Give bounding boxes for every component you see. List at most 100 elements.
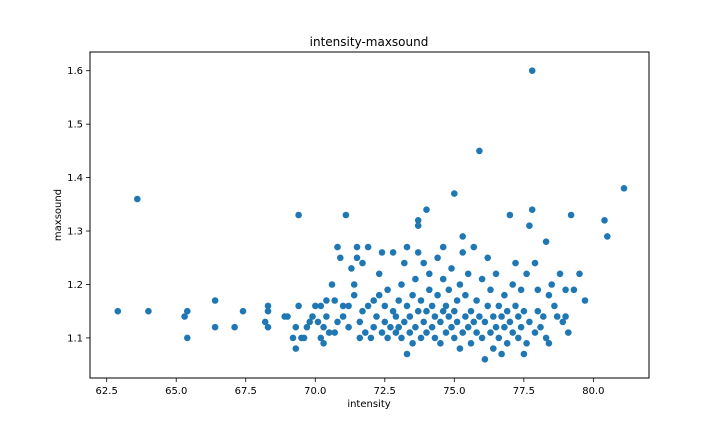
plot-frame <box>89 51 650 379</box>
data-point <box>515 313 522 320</box>
data-point <box>562 286 569 294</box>
data-point <box>490 313 497 320</box>
data-point <box>417 297 425 304</box>
data-point <box>331 297 339 304</box>
data-point <box>434 254 441 262</box>
data-point <box>387 323 394 331</box>
data-point <box>484 302 492 310</box>
data-point <box>528 67 536 74</box>
data-point <box>412 275 419 283</box>
data-point <box>523 340 530 347</box>
data-point <box>548 281 555 288</box>
data-point <box>428 302 436 310</box>
data-point <box>350 291 358 299</box>
data-point <box>487 329 494 336</box>
data-point <box>231 323 238 331</box>
data-point <box>264 307 272 315</box>
data-point <box>303 323 311 331</box>
data-point <box>312 302 319 310</box>
data-point <box>356 334 364 342</box>
data-point <box>323 313 330 320</box>
data-point <box>562 313 569 320</box>
data-point <box>540 313 547 320</box>
data-point <box>353 243 361 251</box>
data-point <box>317 334 325 342</box>
data-point <box>442 302 450 310</box>
data-point <box>545 340 553 347</box>
data-point <box>559 318 567 326</box>
x-axis-ticks: 62.5 65.0 67.5 70.0 72.5 75.0 77.5 80.0 <box>96 378 605 397</box>
x-tick-label: 62.5 <box>96 386 118 397</box>
data-point <box>395 323 403 331</box>
data-point <box>520 307 528 315</box>
data-point <box>512 302 519 310</box>
data-point <box>414 249 422 256</box>
data-point <box>495 334 503 342</box>
data-point <box>328 281 336 288</box>
data-point <box>306 318 314 326</box>
data-point <box>414 222 422 229</box>
y-tick-label: 1.1 <box>67 333 83 344</box>
data-point <box>487 286 494 294</box>
data-point <box>295 302 302 310</box>
data-point <box>451 190 458 197</box>
data-point <box>423 206 430 213</box>
data-point <box>451 334 458 342</box>
y-tick-label: 1.2 <box>67 280 83 291</box>
data-point <box>384 334 391 342</box>
data-point <box>406 313 414 320</box>
data-point <box>409 340 416 347</box>
data-point <box>392 313 400 320</box>
data-point <box>331 329 339 336</box>
chart-title: intensity-maxsound <box>310 35 429 49</box>
data-point <box>184 334 191 342</box>
x-tick-label: 80.0 <box>582 386 604 397</box>
data-point <box>314 318 322 326</box>
data-point <box>498 350 505 358</box>
data-point <box>292 323 300 331</box>
data-point <box>553 313 561 320</box>
data-point <box>370 323 378 331</box>
data-point <box>495 302 503 310</box>
y-tick-label: 1.3 <box>67 227 83 238</box>
data-point <box>467 340 475 347</box>
data-point <box>381 302 389 310</box>
y-axis-ticks: 1.1 1.2 1.3 1.4 1.5 1.6 <box>67 66 90 344</box>
data-point <box>501 291 508 299</box>
data-point <box>515 334 522 342</box>
data-point <box>325 329 333 336</box>
data-point <box>134 195 141 203</box>
data-point <box>401 318 408 326</box>
data-point <box>364 302 372 310</box>
data-point <box>442 329 450 336</box>
data-point <box>378 329 386 336</box>
data-point <box>517 286 525 294</box>
data-point <box>403 243 411 251</box>
data-point <box>437 318 444 326</box>
data-point <box>464 323 472 331</box>
data-point <box>545 291 553 299</box>
data-point <box>601 217 608 224</box>
data-point <box>503 307 511 315</box>
points-layer <box>114 67 628 363</box>
data-point <box>448 323 455 331</box>
data-point <box>445 286 453 294</box>
data-point <box>604 233 611 240</box>
data-point <box>484 254 492 262</box>
x-axis-label: intensity <box>347 399 390 410</box>
data-point <box>345 302 352 310</box>
data-point <box>509 281 516 288</box>
data-point <box>395 297 403 304</box>
data-point <box>284 313 291 320</box>
data-point <box>409 291 416 299</box>
data-point <box>420 259 428 267</box>
data-point <box>423 307 430 315</box>
data-point <box>184 307 191 315</box>
data-point <box>359 307 366 315</box>
data-point <box>423 329 430 336</box>
data-point <box>420 318 428 326</box>
data-point <box>211 297 219 304</box>
data-point <box>145 307 152 315</box>
